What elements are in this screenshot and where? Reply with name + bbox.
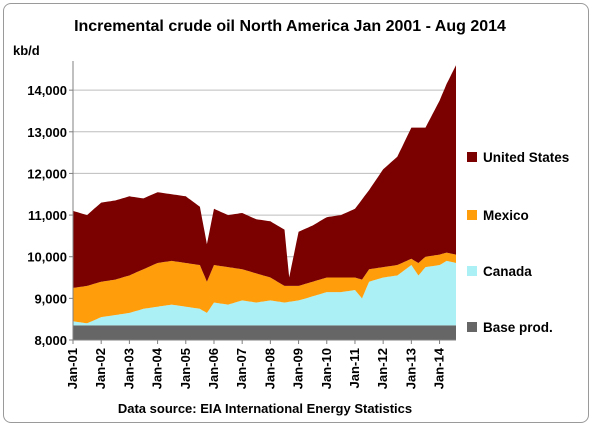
y-tick-label: 11,000 xyxy=(28,208,67,223)
y-tick-label: 9,000 xyxy=(34,291,67,306)
legend-swatch-united-states xyxy=(467,152,477,162)
x-tick-label: Jan-07 xyxy=(234,348,249,389)
legend-label-canada: Canada xyxy=(483,264,532,279)
legend-label-mexico: Mexico xyxy=(483,208,529,223)
x-tick-label: Jan-02 xyxy=(93,348,108,389)
chart-title: Incremental crude oil North America Jan … xyxy=(74,18,506,35)
y-tick-label: 10,000 xyxy=(27,250,67,265)
x-tick-label: Jan-08 xyxy=(262,348,277,389)
legend-swatch-canada xyxy=(467,266,477,276)
x-tick-label: Jan-09 xyxy=(291,348,306,389)
legend-swatch-mexico xyxy=(467,210,477,220)
x-tick-label: Jan-12 xyxy=(375,348,390,389)
y-tick-label: 14,000 xyxy=(27,83,67,98)
y-tick-label: 8,000 xyxy=(34,333,67,348)
x-tick-label: Jan-01 xyxy=(65,348,80,389)
legend-label-base-prod: Base prod. xyxy=(483,320,553,335)
y-tick-label: 13,000 xyxy=(27,125,67,140)
x-tick-label: Jan-05 xyxy=(178,348,193,389)
area-base-prod xyxy=(73,325,456,340)
plot-area: 8,000 9,000 10,000 11,000 12,000 13,000 14,000… xyxy=(27,61,456,389)
area-united-states xyxy=(73,65,456,288)
x-tick-label: Jan-11 xyxy=(347,348,362,388)
x-tick-label: Jan-10 xyxy=(319,348,334,389)
data-source-note: Data source: EIA International Energy St… xyxy=(118,401,412,416)
x-tick-label: Jan-04 xyxy=(150,347,165,389)
y-axis-label: kb/d xyxy=(13,43,40,58)
area-canada xyxy=(73,260,456,326)
x-tick-label: Jan-03 xyxy=(121,348,136,389)
legend-label-united-states: United States xyxy=(483,150,569,165)
x-tick-label: Jan-13 xyxy=(403,348,418,389)
legend: United States Mexico Canada Base prod. xyxy=(467,150,569,335)
x-tick-label: Jan-14 xyxy=(432,347,447,389)
area-mexico xyxy=(73,252,456,324)
y-tick-label: 12,000 xyxy=(27,166,67,181)
x-tick-label: Jan-06 xyxy=(206,348,221,389)
legend-swatch-base-prod xyxy=(467,322,477,332)
